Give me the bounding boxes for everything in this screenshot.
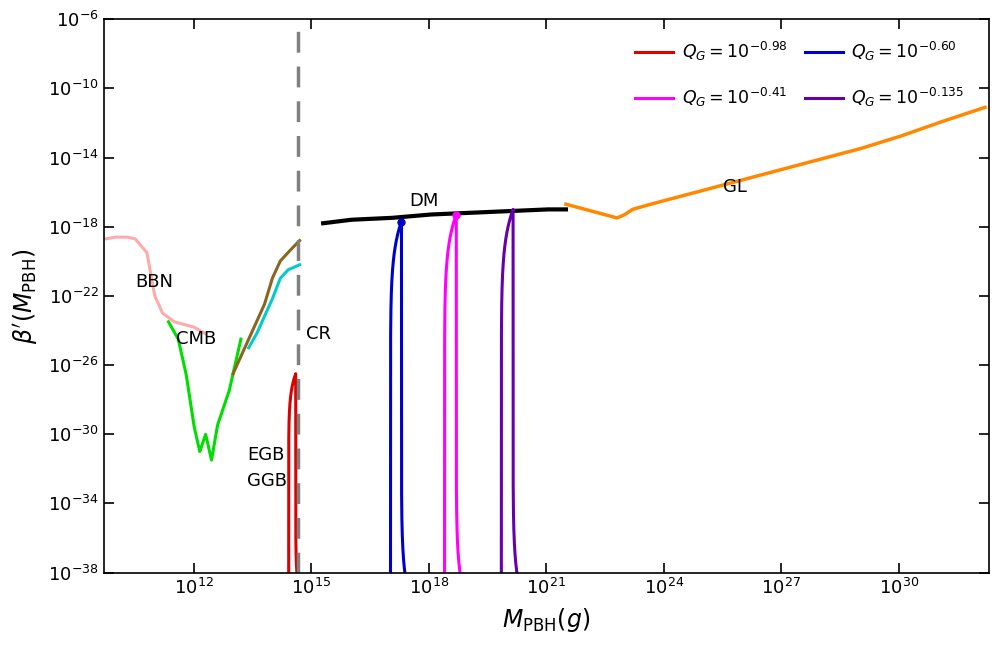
Text: DM: DM [409,192,439,210]
Text: EGB: EGB [247,446,284,464]
Text: CR: CR [306,325,331,343]
Text: GGB: GGB [247,472,287,490]
Text: CMB: CMB [176,330,217,348]
Legend: $Q_G=10^{-0.98}$, $Q_G=10^{-0.41}$, $Q_G=10^{-0.60}$, $Q_G=10^{-0.135}$: $Q_G=10^{-0.98}$, $Q_G=10^{-0.41}$, $Q_G… [628,34,971,116]
Y-axis label: $\beta^{\prime}(M_{\mathrm{PBH}})$: $\beta^{\prime}(M_{\mathrm{PBH}})$ [11,248,40,344]
Text: BBN: BBN [135,273,173,292]
X-axis label: $M_{\mathrm{PBH}}(g)$: $M_{\mathrm{PBH}}(g)$ [502,606,590,634]
Text: GL: GL [723,178,746,196]
